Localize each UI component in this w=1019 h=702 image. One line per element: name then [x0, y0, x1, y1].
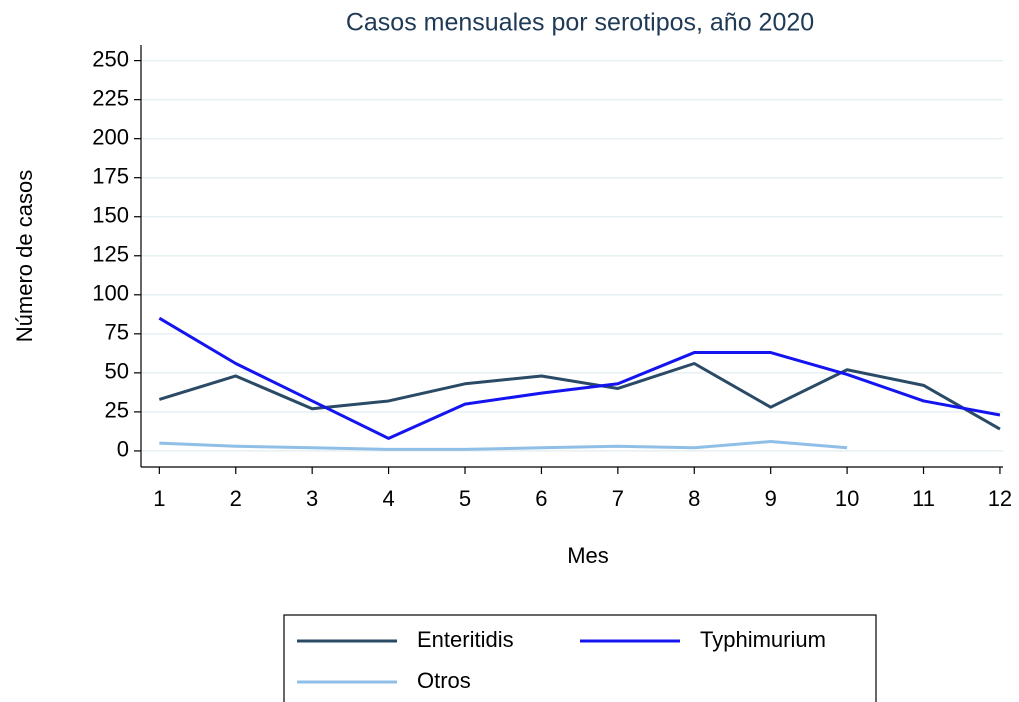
series-line	[159, 440, 848, 451]
x-tick-label: 8	[688, 486, 700, 511]
y-tick-label: 250	[92, 46, 129, 71]
y-tick-label: 100	[92, 281, 129, 306]
legend-label: Enteritidis	[417, 627, 514, 652]
y-tick-label: 200	[92, 124, 129, 149]
x-tick-label: 12	[988, 486, 1012, 511]
chart-title: Casos mensuales por serotipos, año 2020	[346, 9, 814, 37]
legend-box	[283, 614, 877, 702]
y-tick-label: 75	[105, 320, 129, 345]
x-tick-label: 9	[765, 486, 777, 511]
y-tick-label: 150	[92, 203, 129, 228]
x-tick-label: 6	[535, 486, 547, 511]
legend-label: Otros	[417, 668, 471, 693]
x-axis-label: Mes	[567, 543, 609, 568]
series-line	[158, 316, 1001, 440]
series-line	[158, 361, 1001, 431]
legend-label: Typhimurium	[700, 627, 826, 652]
x-tick-label: 11	[912, 486, 935, 511]
y-tick-label: 25	[105, 398, 129, 423]
x-tick-label: 3	[306, 486, 318, 511]
y-tick-label: 0	[117, 437, 129, 462]
y-tick-label: 225	[92, 85, 129, 110]
x-tick-label: 10	[835, 486, 859, 511]
x-tick-label: 7	[612, 486, 624, 511]
x-tick-label: 4	[382, 486, 394, 511]
x-tick-label: 1	[153, 486, 165, 511]
x-tick-label: 2	[230, 486, 242, 511]
y-tick-label: 175	[92, 164, 129, 189]
y-tick-label: 50	[105, 359, 129, 384]
y-axis-label: Número de casos	[12, 170, 37, 342]
y-tick-label: 125	[92, 242, 129, 267]
x-tick-label: 5	[459, 486, 471, 511]
